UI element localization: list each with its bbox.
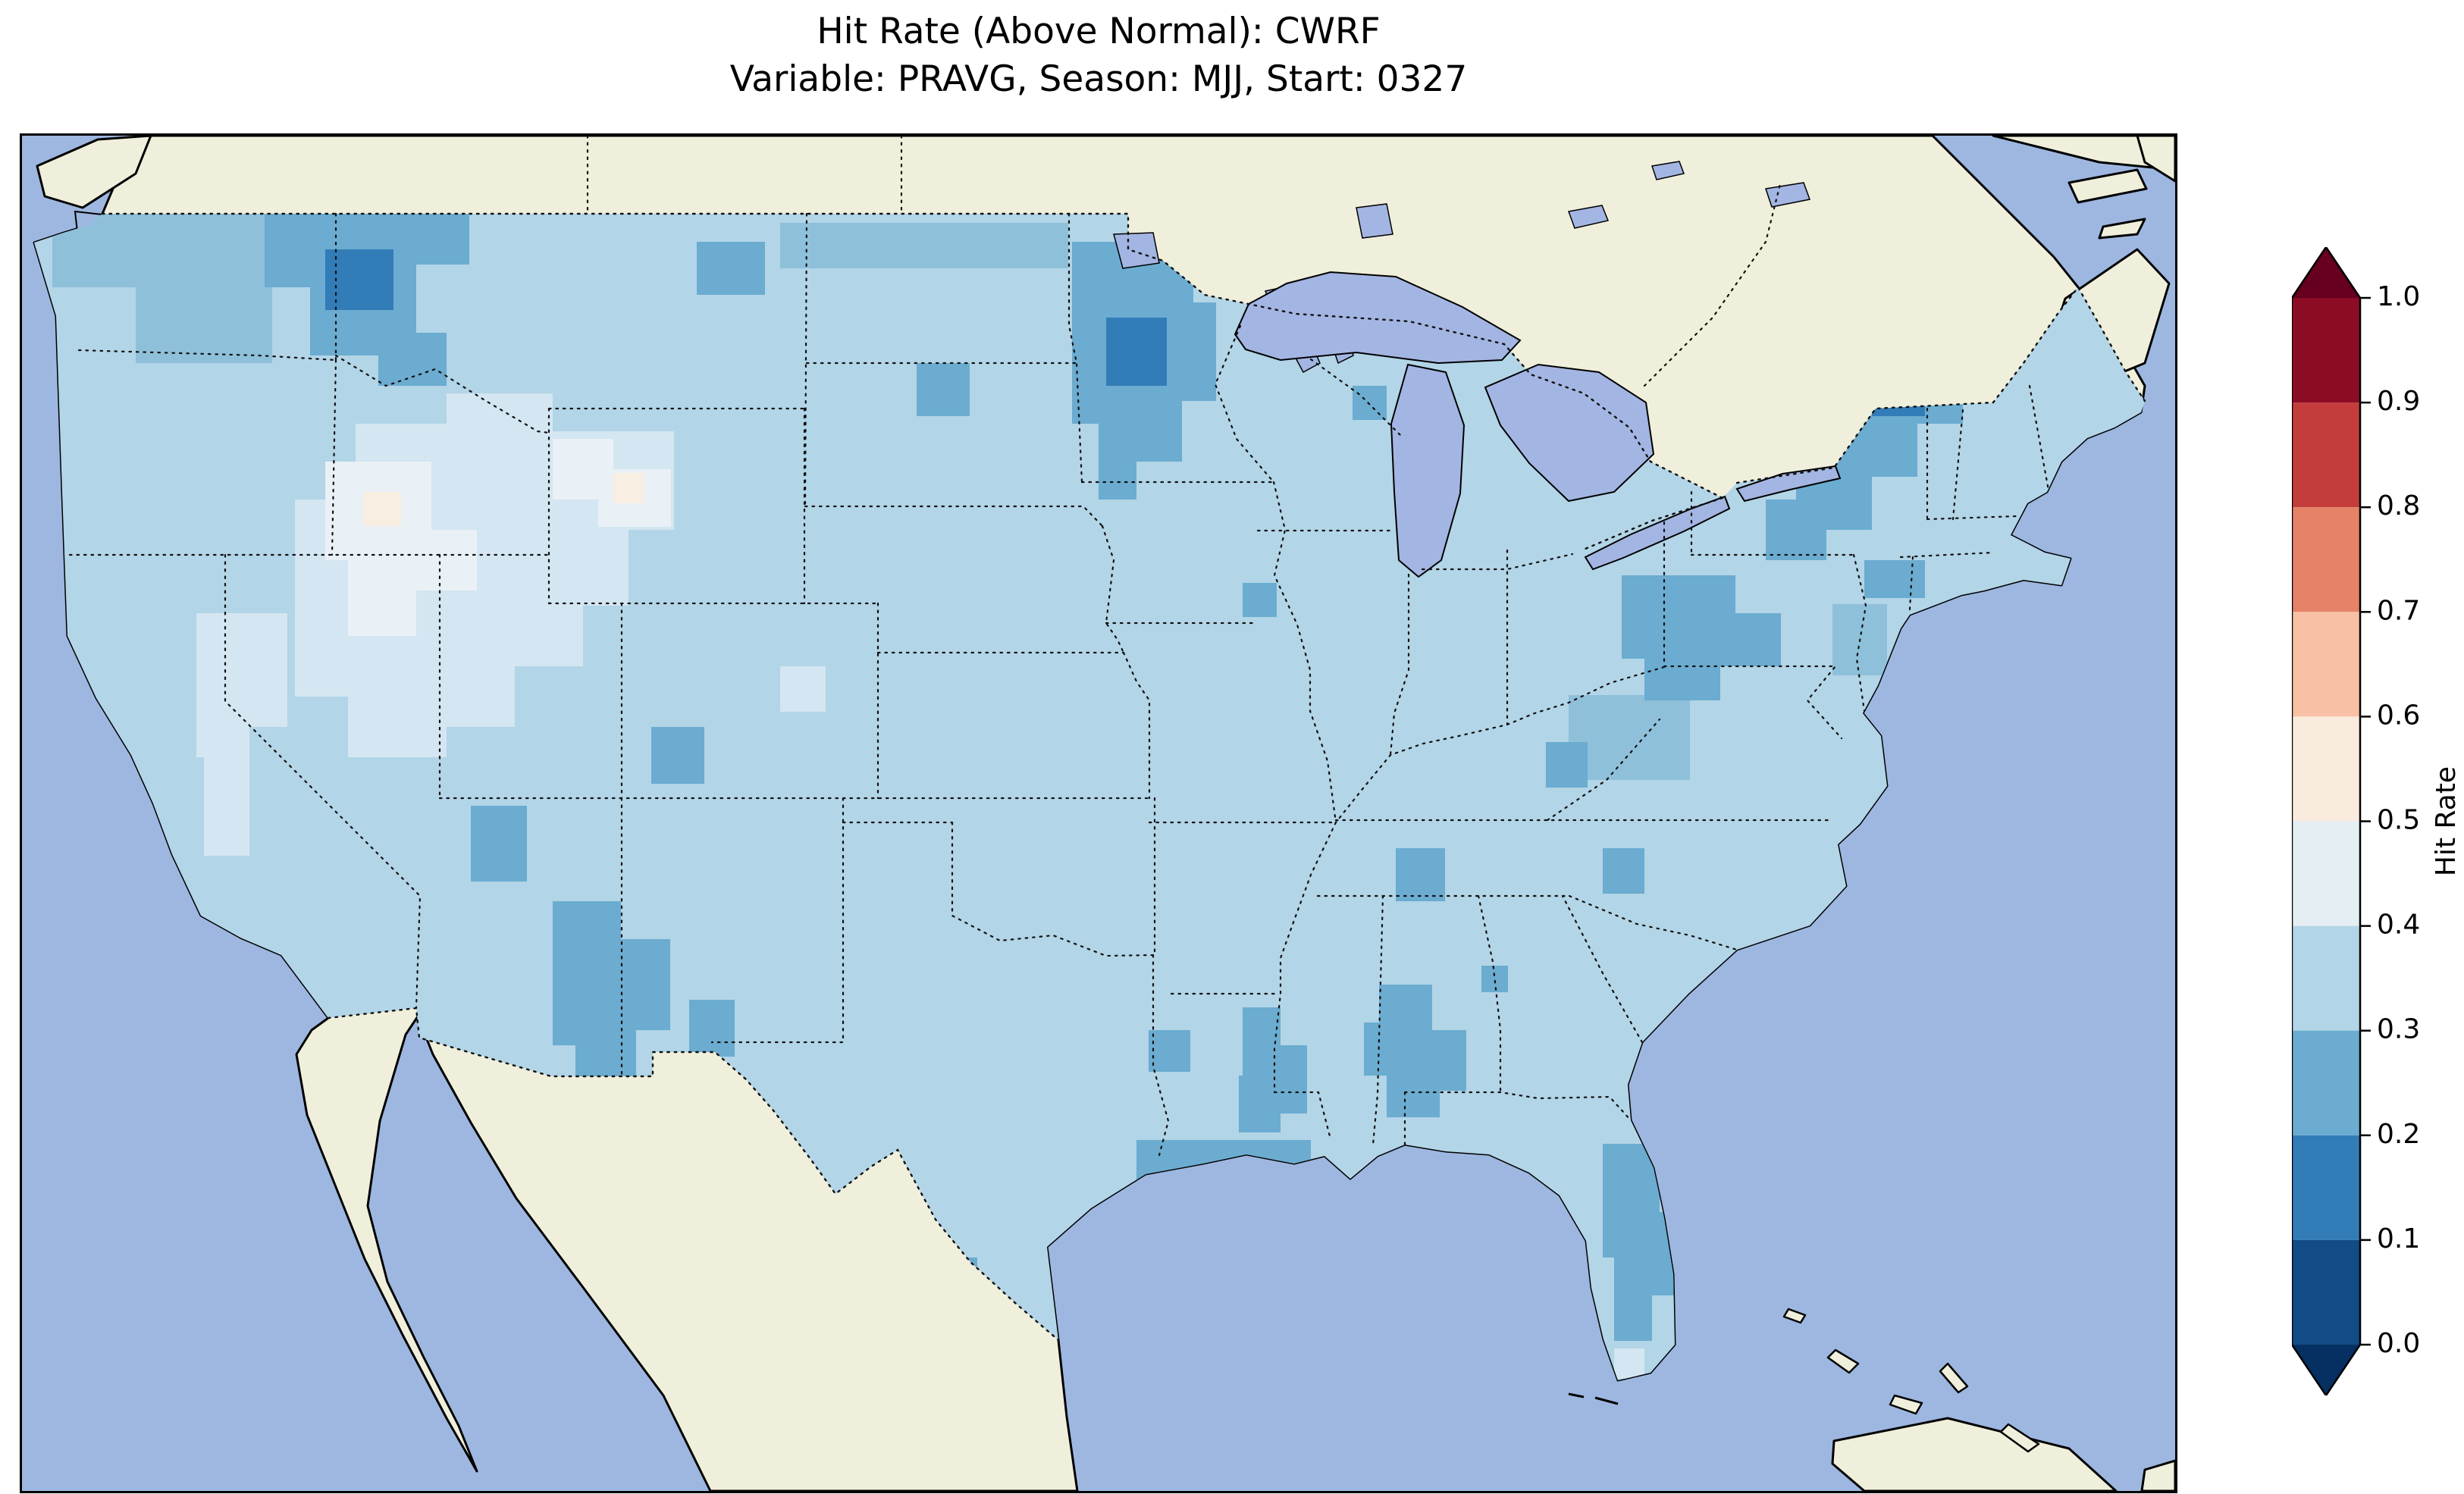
colorbar-tick-label: 0.8: [2377, 490, 2420, 521]
st-lawrence-north-shore: [1992, 136, 2175, 171]
patches-cream-0p5-0p6: [363, 473, 644, 526]
colorbar-tick-label: 0.2: [2377, 1119, 2420, 1150]
colorbar-bands: [2292, 247, 2360, 1395]
hit-rate-patches: [52, 214, 1963, 1380]
colorbar-tick-label: 0.4: [2377, 910, 2420, 941]
colorbar-over-arrow: [2292, 247, 2360, 298]
lake-huron: [1484, 363, 1655, 503]
colorbar-tick-labels: 1.0 0.9 0.8 0.7 0.6 0.5 0.4 0.3 0.2 0.1 …: [2377, 281, 2420, 1359]
hispaniola-corner: [2140, 1459, 2175, 1491]
lake-nipigon: [1356, 203, 1393, 239]
canada-border: [101, 212, 2146, 550]
mexico-border: [327, 1007, 1060, 1342]
anticosti-island: [2067, 168, 2148, 204]
colorbar-ticks: [2360, 296, 2371, 1346]
colorbar-under-arrow: [2292, 1345, 2360, 1395]
colorbar: 1.0 0.9 0.8 0.7 0.6 0.5 0.4 0.3 0.2 0.1 …: [2290, 245, 2464, 1398]
lake-erie: [1584, 495, 1731, 571]
colorbar-tick-label: 0.1: [2377, 1223, 2420, 1254]
colorbar-tick-label: 0.9: [2377, 386, 2420, 417]
colorbar-tick-label: 1.0: [2377, 281, 2420, 312]
figure-title: Hit Rate (Above Normal): CWRF Variable: …: [22, 8, 2175, 103]
canada-province-borders: [586, 136, 1782, 387]
conus-hit-rate-map: [22, 136, 2175, 1491]
colorbar-tick-label: 0.6: [2377, 700, 2420, 731]
great-lakes: [1234, 271, 1842, 578]
lake-superior: [1234, 271, 1522, 365]
colorbar-tick-label: 0.0: [2377, 1328, 2420, 1359]
state-borders: [68, 212, 2050, 1157]
prince-edward-island: [2098, 218, 2146, 240]
map-axes: [20, 133, 2177, 1493]
lake-ontario: [1735, 465, 1842, 503]
newfoundland-corner: [2136, 136, 2175, 183]
colorbar-tick-label: 0.7: [2377, 595, 2420, 626]
title-line-1: Hit Rate (Above Normal): CWRF: [817, 11, 1381, 52]
vancouver-island: [36, 136, 152, 209]
cuba: [1831, 1417, 2118, 1491]
colorbar-tick-label: 0.3: [2377, 1014, 2420, 1045]
title-line-2: Variable: PRAVG, Season: MJJ, Start: 032…: [729, 58, 1468, 100]
florida-keys: [1568, 1392, 1619, 1405]
lake-of-the-woods: [1113, 232, 1160, 269]
colorbar-tick-label: 0.5: [2377, 805, 2420, 836]
bahamas: [1782, 1308, 2040, 1453]
colorbar-axis-label: Hit Rate: [2431, 766, 2462, 876]
